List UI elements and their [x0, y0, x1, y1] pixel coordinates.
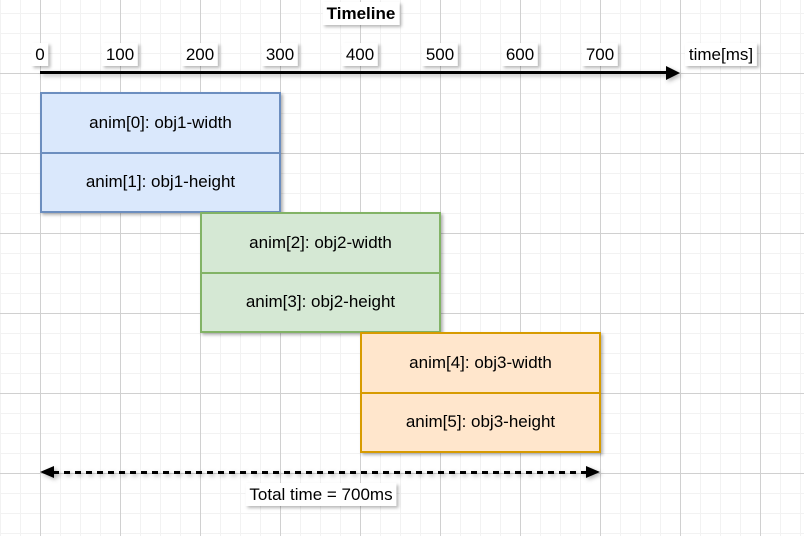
time-axis-line [40, 71, 668, 74]
axis-tick-500: 500 [421, 43, 459, 66]
anim-box-0: anim[0]: obj1-width [89, 112, 232, 132]
dashed-span-line [53, 471, 587, 474]
axis-tick-600: 600 [501, 43, 539, 66]
track-obj1: anim[0]: obj1-width anim[1]: obj1-height [40, 92, 281, 213]
axis-tick-700: 700 [581, 43, 619, 66]
track-obj2: anim[2]: obj2-width anim[3]: obj2-height [200, 212, 441, 333]
axis-unit-label: time[ms] [684, 43, 758, 66]
anim-box-2: anim[2]: obj2-width [249, 232, 392, 252]
diagram-title: Timeline [322, 2, 400, 25]
arrow-right-icon [586, 466, 600, 478]
anim-box-4: anim[4]: obj3-width [409, 352, 552, 372]
axis-tick-100: 100 [101, 43, 139, 66]
anim-box-5: anim[5]: obj3-height [362, 391, 599, 452]
total-time-label: Total time = 700ms [245, 483, 397, 506]
time-axis-arrowhead-icon [666, 66, 680, 80]
anim-box-3: anim[3]: obj2-height [202, 271, 439, 332]
arrow-left-icon [40, 466, 54, 478]
anim-box-1: anim[1]: obj1-height [42, 151, 279, 212]
axis-tick-400: 400 [341, 43, 379, 66]
axis-tick-200: 200 [181, 43, 219, 66]
track-obj3: anim[4]: obj3-width anim[5]: obj3-height [360, 332, 601, 453]
axis-tick-300: 300 [261, 43, 299, 66]
axis-tick-0: 0 [31, 43, 49, 66]
